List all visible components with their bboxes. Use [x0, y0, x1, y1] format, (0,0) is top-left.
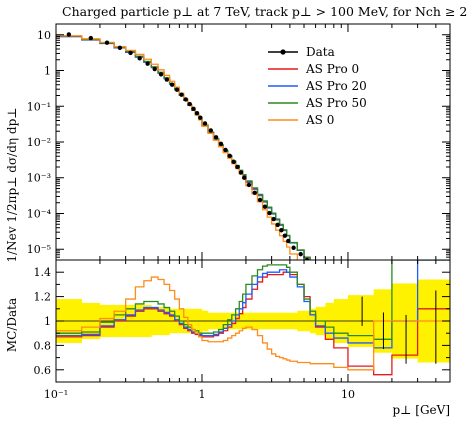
data-point: [257, 197, 263, 203]
data-point: [304, 257, 310, 260]
data-point: [88, 35, 94, 41]
data-point: [145, 61, 150, 66]
data-point: [213, 135, 219, 140]
main-y-tick-label: 10⁻³: [27, 172, 51, 185]
ratio-plot-area: [56, 260, 450, 376]
main-y-tick-label: 10⁻¹: [27, 100, 51, 113]
data-point: [174, 87, 180, 92]
data-point: [194, 110, 200, 116]
y-axis-label-main: 1/Nev 1/2πp⊥ dσ/dη dp⊥: [5, 107, 19, 262]
data-point: [403, 365, 407, 369]
data-point: [191, 106, 196, 111]
data-point: [227, 153, 232, 159]
data-point: [179, 92, 184, 97]
data-point: [66, 32, 72, 37]
data-point: [202, 121, 208, 126]
data-point: [298, 251, 303, 257]
data-point: [208, 128, 213, 133]
data-point: [117, 45, 123, 51]
data-point: [252, 190, 257, 195]
data-point: [158, 72, 164, 77]
chart-title: Charged particle p⊥ at 7 TeV, track p⊥ >…: [62, 4, 467, 19]
data-point: [104, 40, 110, 45]
data-point: [169, 82, 175, 87]
data-point: [235, 164, 240, 170]
main-frame: [55, 23, 451, 261]
y-axis-label-ratio: MC/Data: [5, 298, 19, 352]
data-point: [242, 175, 247, 180]
legend-label-as-pro-20: AS Pro 20: [305, 79, 367, 93]
main-plot-area: [56, 32, 436, 402]
data-point: [275, 222, 280, 228]
data-point: [267, 210, 272, 216]
ratio-y-tick-label: 1: [44, 315, 51, 328]
data-point: [286, 238, 291, 244]
main-y-tick-label: 1: [44, 65, 51, 78]
legend-label-data: Data: [306, 45, 335, 59]
data-point: [311, 263, 315, 267]
data-point: [282, 233, 288, 238]
main-y-tick-label: 10⁻⁴: [27, 207, 52, 220]
data-point: [152, 66, 157, 72]
data-point: [246, 182, 252, 188]
data-point: [262, 204, 268, 209]
data-point: [198, 115, 203, 120]
data-point: [432, 398, 436, 402]
x-axis-label: p⊥ [GeV]: [393, 403, 451, 417]
data-point: [291, 245, 296, 250]
data-point: [279, 228, 284, 233]
x-tick-label: 10⁻¹: [44, 388, 68, 401]
data-point: [128, 50, 133, 56]
ratio-hist-as-pro-50: [56, 260, 450, 340]
legend-label-as-0: AS 0: [305, 113, 334, 127]
main-y-tick-label: 10: [37, 29, 51, 42]
main-y-tick-label: 10⁻²: [27, 136, 51, 149]
data-point: [164, 77, 170, 82]
legend-marker-data: [280, 49, 286, 55]
data-point: [238, 170, 244, 175]
ratio-hist-as-0: [56, 276, 450, 371]
data-point: [271, 216, 276, 222]
data-point: [223, 147, 228, 153]
main-panel: 10⁻⁵ 10⁻⁴ 10⁻³ 10⁻² 10⁻¹ 1 10: [27, 23, 451, 402]
legend-label-as-pro-0: AS Pro 0: [305, 62, 359, 76]
legend: Data AS Pro 0 AS Pro 20 AS Pro 50 AS 0: [268, 45, 367, 127]
x-tick-label: 1: [198, 388, 205, 401]
data-point: [183, 97, 188, 102]
x-tick-label: 10: [341, 388, 355, 401]
data-point: [187, 101, 192, 107]
ratio-y-tick-label: 0.6: [34, 364, 52, 377]
ratio-y-tick-label: 1.4: [34, 266, 52, 279]
data-point: [231, 159, 236, 164]
data-point: [218, 141, 224, 147]
main-y-tick-label: 10⁻⁵: [27, 243, 51, 256]
data-point: [137, 56, 142, 61]
data-point: [327, 281, 331, 285]
ratio-y-tick-label: 1.2: [34, 291, 52, 304]
ratio-y-tick-label: 0.8: [34, 339, 52, 352]
data-point: [318, 271, 322, 275]
legend-label-as-pro-50: AS Pro 50: [305, 96, 367, 110]
ratio-panel: 10⁻¹ 1 10 0.6 0.8 1 1.2 1.4: [34, 259, 451, 401]
